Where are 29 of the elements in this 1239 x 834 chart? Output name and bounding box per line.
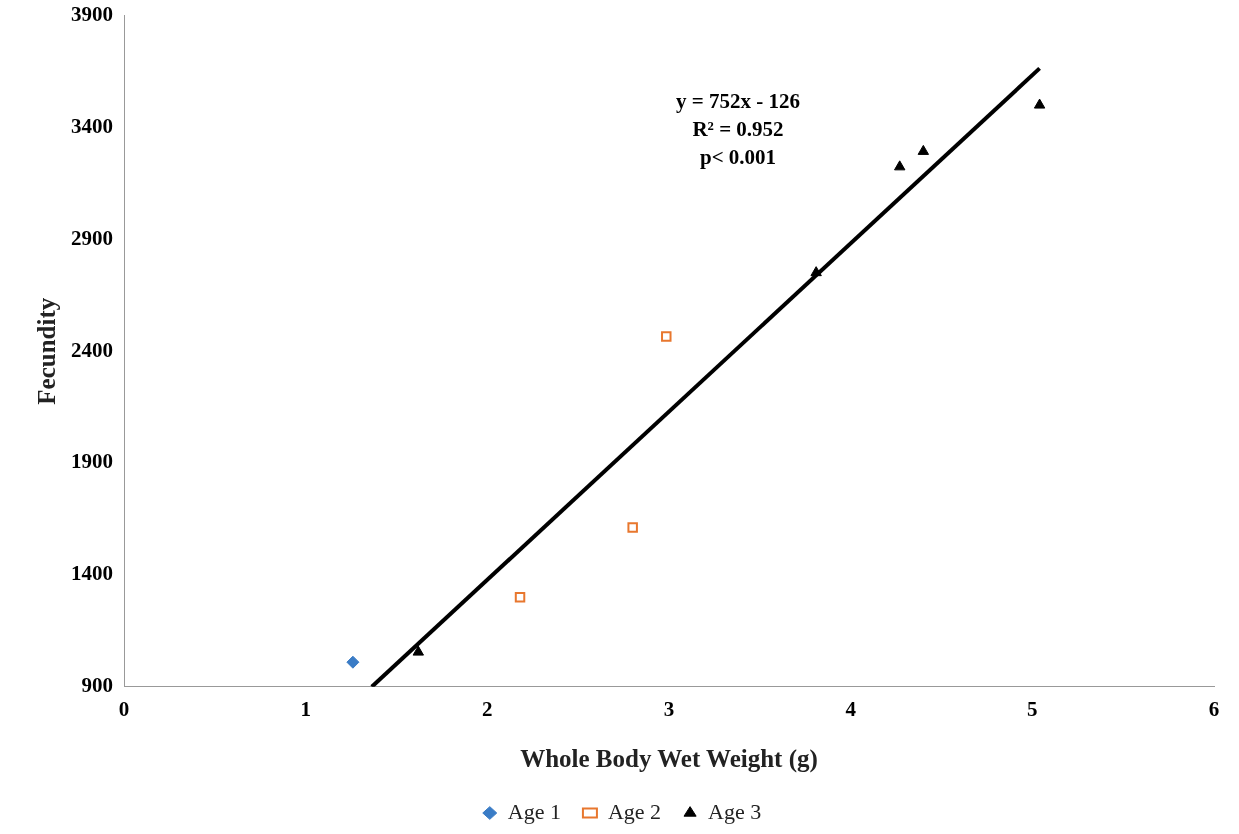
point: [346, 655, 360, 669]
point: [412, 645, 424, 656]
x-tick-label: 1: [300, 696, 311, 721]
x-tick-label: 6: [1208, 696, 1220, 721]
y-tick-label: 3900: [71, 2, 113, 27]
point: [514, 592, 526, 603]
point: [810, 266, 822, 277]
y-tick-label: 3400: [71, 113, 113, 138]
x-tick-label: 5: [1027, 696, 1038, 721]
annotation: y = 752x - 126 R² = 0.952 p< 0.001: [676, 89, 801, 170]
y-tick-label: 2400: [71, 337, 113, 362]
legend-label: Age 1: [507, 798, 561, 824]
point: [627, 522, 638, 533]
point: [661, 331, 672, 342]
legend-label: Age 3: [708, 798, 762, 824]
x-tick-label: 3: [663, 696, 675, 721]
point: [917, 144, 930, 155]
x-axis-title: Whole Body Wet Weight (g): [520, 745, 818, 774]
point: [894, 160, 906, 171]
x-tick-label: 0: [118, 696, 130, 721]
point: [1033, 98, 1046, 109]
y-tick-label: 1400: [71, 561, 113, 586]
x-tick-label: 2: [482, 696, 493, 721]
x-tick-label: 4: [845, 696, 857, 721]
legend-label: Age 2: [607, 798, 662, 824]
y-tick-label: 2900: [71, 225, 113, 250]
y-axis-title: Fecundity: [33, 297, 61, 405]
y-tick-label: 900: [81, 673, 113, 698]
y-tick-label: 1900: [71, 449, 113, 474]
